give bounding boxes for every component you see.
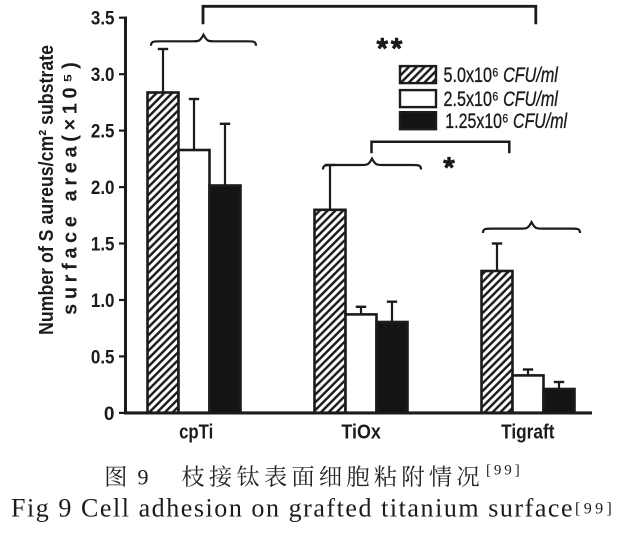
svg-text:3.0: 3.0 xyxy=(91,65,115,86)
svg-text:[99]: [99] xyxy=(486,463,523,479)
svg-text:[99]: [99] xyxy=(575,501,615,518)
svg-text:surface area(×10⁵): surface area(×10⁵) xyxy=(60,58,82,315)
svg-text:1.0: 1.0 xyxy=(91,291,115,312)
svg-text:1.25x10⁶ CFU/ml: 1.25x10⁶ CFU/ml xyxy=(445,110,568,133)
svg-text:Tigraft: Tigraft xyxy=(501,422,555,444)
svg-text:2.5x10⁶ CFU/ml: 2.5x10⁶ CFU/ml xyxy=(444,88,559,111)
svg-text:TiOx: TiOx xyxy=(341,422,380,444)
svg-text:2.5: 2.5 xyxy=(91,122,115,143)
svg-text:cpTi: cpTi xyxy=(179,422,213,444)
svg-text:1.5: 1.5 xyxy=(91,235,115,256)
svg-text:0: 0 xyxy=(104,404,115,425)
svg-text:5.0x10⁶ CFU/ml: 5.0x10⁶ CFU/ml xyxy=(444,64,559,87)
svg-text:2.0: 2.0 xyxy=(91,178,115,199)
svg-text:9: 9 xyxy=(138,465,149,490)
svg-text:0.5: 0.5 xyxy=(91,347,115,368)
svg-text:Number of S aureus/cm² substra: Number of S aureus/cm² substrate xyxy=(35,45,58,335)
svg-text:Fig 9 Cell adhesion on grafted: Fig 9 Cell adhesion on grafted titanium … xyxy=(11,494,574,523)
svg-text:3.5: 3.5 xyxy=(91,9,115,30)
